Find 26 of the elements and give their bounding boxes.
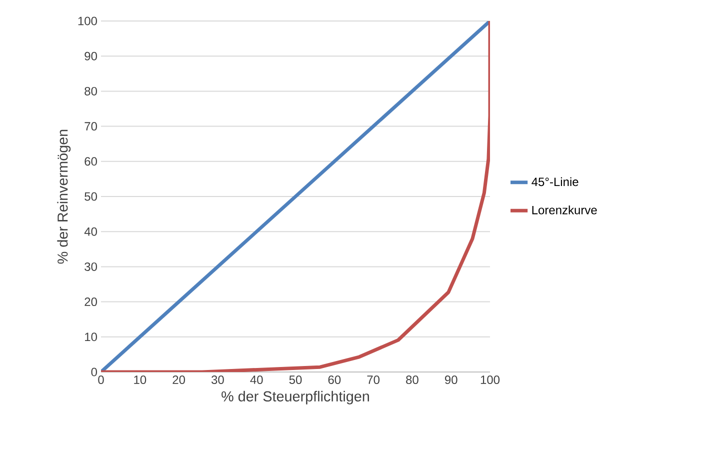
y-tick-label: 70 <box>84 122 98 131</box>
y-tick-label: 90 <box>84 52 98 60</box>
legend-label: 45°-Linie <box>532 177 578 186</box>
x-tick-label: 90 <box>444 376 458 384</box>
y-tick-label: 10 <box>85 332 98 342</box>
x-tick-label: 60 <box>328 376 341 384</box>
x-tick-label: 0 <box>98 376 104 384</box>
x-tick-label: 40 <box>250 376 263 384</box>
y-tick-label: 40 <box>84 227 98 236</box>
y-tick-label: 60 <box>84 157 98 166</box>
y-tick-label: 50 <box>84 192 98 201</box>
y-axis-title: % der Reinvermögen <box>57 130 71 264</box>
x-tick-label: 20 <box>172 376 186 384</box>
legend-label: Lorenzkurve <box>532 206 597 214</box>
x-tick-label: 50 <box>289 376 302 384</box>
x-axis-title: % der Steuerpflichtigen <box>222 390 369 404</box>
x-tick-label: 100 <box>480 376 500 384</box>
x-tick-label: 30 <box>211 376 224 384</box>
x-tick-label: 70 <box>367 376 380 384</box>
y-tick-label: 30 <box>84 262 98 271</box>
x-tick-label: 80 <box>406 376 418 384</box>
y-tick-label: 80 <box>84 86 98 96</box>
y-tick-label: 20 <box>84 298 98 306</box>
x-tick-label: 10 <box>134 376 146 384</box>
y-tick-label: 100 <box>78 16 98 26</box>
y-tick-label: 0 <box>91 368 98 376</box>
